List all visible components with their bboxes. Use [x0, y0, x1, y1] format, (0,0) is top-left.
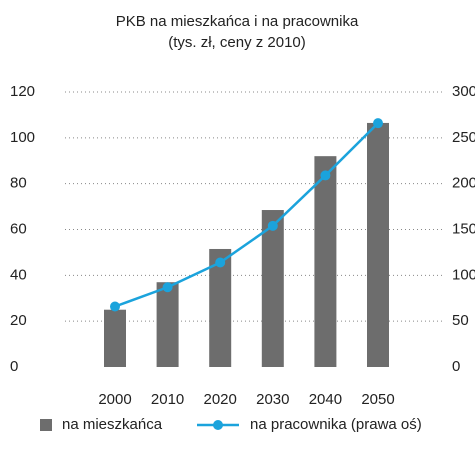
bar: [104, 309, 126, 367]
y-tick-label: 40: [10, 266, 27, 283]
bar: [209, 248, 232, 367]
x-tick-label: 2000: [98, 391, 131, 408]
x-tick-label: 2010: [151, 391, 184, 408]
chart-subtitle: (tys. zł, ceny z 2010): [168, 34, 306, 51]
y-tick-label: 80: [10, 175, 27, 192]
line: [114, 122, 379, 308]
line-marker: [110, 301, 120, 312]
y2-tick-label: 250: [452, 129, 475, 146]
legend-marker: [213, 420, 223, 430]
x-tick-label: 2020: [204, 391, 237, 408]
y2-tick-label: 0: [452, 358, 460, 375]
y2-tick-label: 100: [452, 266, 475, 283]
x-tick-label: 2030: [256, 391, 289, 408]
bar: [367, 122, 389, 367]
y-tick-label: 120: [10, 83, 35, 100]
y2-tick-label: 150: [452, 220, 475, 237]
y-tick-label: 100: [10, 129, 35, 146]
y-tick-label: 0: [10, 358, 18, 375]
bar: [156, 282, 179, 367]
x-tick-label: 2040: [309, 391, 342, 408]
line-marker: [215, 257, 226, 268]
line-marker: [373, 118, 383, 129]
y-tick-label: 60: [10, 220, 27, 237]
legend-swatch: [40, 419, 52, 431]
x-tick-label: 2050: [361, 391, 394, 408]
y2-tick-label: 300: [452, 83, 475, 100]
bar: [261, 210, 284, 367]
y-tick-label: 20: [10, 312, 27, 329]
line-marker: [267, 220, 278, 231]
legend-label: na mieszkańca: [62, 416, 163, 433]
line-marker: [320, 170, 331, 181]
line-marker: [162, 282, 173, 293]
chart-title: PKB na mieszkańca i na pracownika: [116, 13, 359, 30]
y2-tick-label: 50: [452, 312, 469, 329]
legend-label: na pracownika (prawa oś): [250, 416, 422, 433]
bar: [314, 156, 337, 367]
y2-tick-label: 200: [452, 175, 475, 192]
